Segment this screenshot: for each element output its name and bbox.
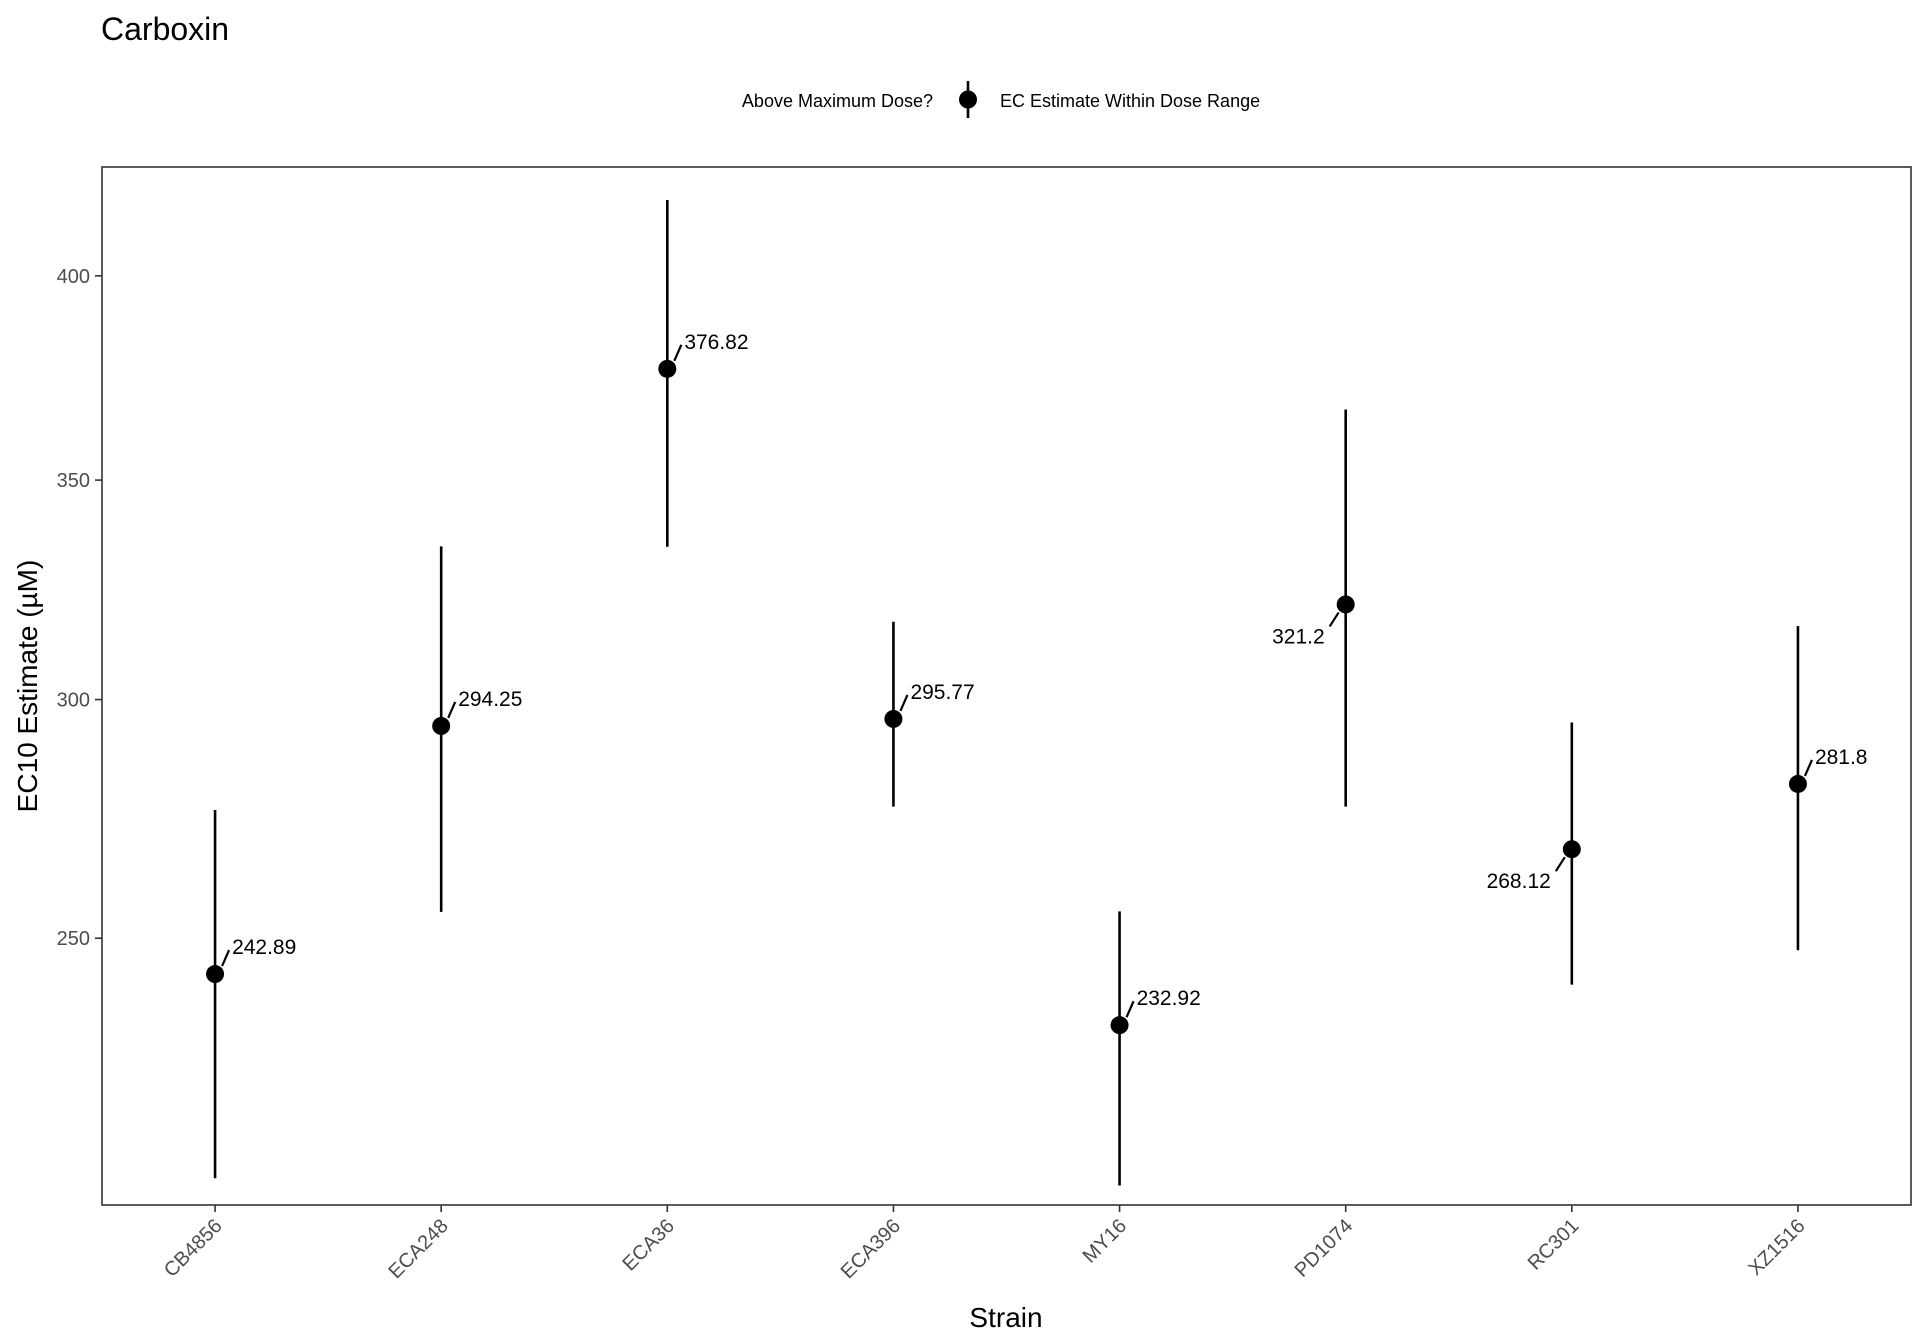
x-tick-label-pd1074: PD1074 [1291, 1215, 1358, 1282]
data-marks: 242.89 294.25 376.82 295.77 232.92 321.2 268.1… [206, 200, 1868, 1186]
data-label-my16: 232.92 [1137, 987, 1201, 1010]
label-leader-eca36 [673, 344, 683, 362]
label-leader-rc301 [1554, 856, 1566, 872]
data-label-eca36: 376.82 [684, 331, 748, 354]
legend-key-point [959, 90, 977, 109]
label-leader-xz1516 [1803, 759, 1813, 777]
label-leader-pd1074 [1328, 611, 1340, 628]
x-tick-label-eca248: ECA248 [384, 1215, 452, 1283]
data-label-pd1074: 321.2 [1272, 625, 1325, 648]
x-tick-label-xz1516: XZ1516 [1744, 1215, 1809, 1280]
y-tick-label-250: 250 [57, 928, 90, 950]
y-tick-label-400: 400 [57, 266, 90, 288]
x-axis: CB4856 ECA248 ECA36 ECA396 MY16 PD1074 RC301 XZ… [160, 1205, 1809, 1283]
point-cb4856 [206, 965, 225, 984]
plot-panel [101, 166, 1912, 1206]
label-leader-my16 [1125, 1000, 1135, 1018]
legend: Above Maximum Dose? EC Estimate Within D… [742, 81, 1260, 118]
point-xz1516 [1788, 774, 1807, 793]
point-rc301 [1562, 840, 1581, 859]
legend-entry-label: EC Estimate Within Dose Range [1000, 91, 1260, 111]
y-axis-title: EC10 Estimate (µM) [12, 560, 43, 813]
point-pd1074 [1336, 595, 1355, 614]
x-tick-label-cb4856: CB4856 [160, 1215, 227, 1282]
y-axis: 250 300 350 400 [57, 266, 102, 950]
label-leader-eca396 [899, 694, 909, 712]
x-tick-label-my16: MY16 [1079, 1215, 1132, 1268]
x-tick-label-eca36: ECA36 [618, 1215, 678, 1275]
data-label-xz1516: 281.8 [1815, 746, 1868, 769]
data-label-cb4856: 242.89 [232, 936, 296, 959]
label-leader-cb4856 [221, 949, 231, 967]
y-tick-label-300: 300 [57, 690, 90, 712]
data-label-eca396: 295.77 [910, 681, 974, 704]
x-tick-label-rc301: RC301 [1524, 1215, 1584, 1275]
y-tick-label-350: 350 [57, 470, 90, 492]
data-label-eca248: 294.25 [458, 688, 522, 711]
label-leader-eca248 [447, 701, 457, 719]
point-eca36 [658, 359, 677, 378]
legend-title: Above Maximum Dose? [742, 91, 933, 111]
chart-title: Carboxin [101, 11, 229, 47]
point-my16 [1110, 1016, 1129, 1035]
x-axis-title: Strain [969, 1302, 1042, 1333]
data-label-rc301: 268.12 [1487, 870, 1551, 893]
point-eca248 [432, 716, 451, 735]
point-eca396 [884, 709, 903, 728]
x-tick-label-eca396: ECA396 [837, 1215, 905, 1283]
